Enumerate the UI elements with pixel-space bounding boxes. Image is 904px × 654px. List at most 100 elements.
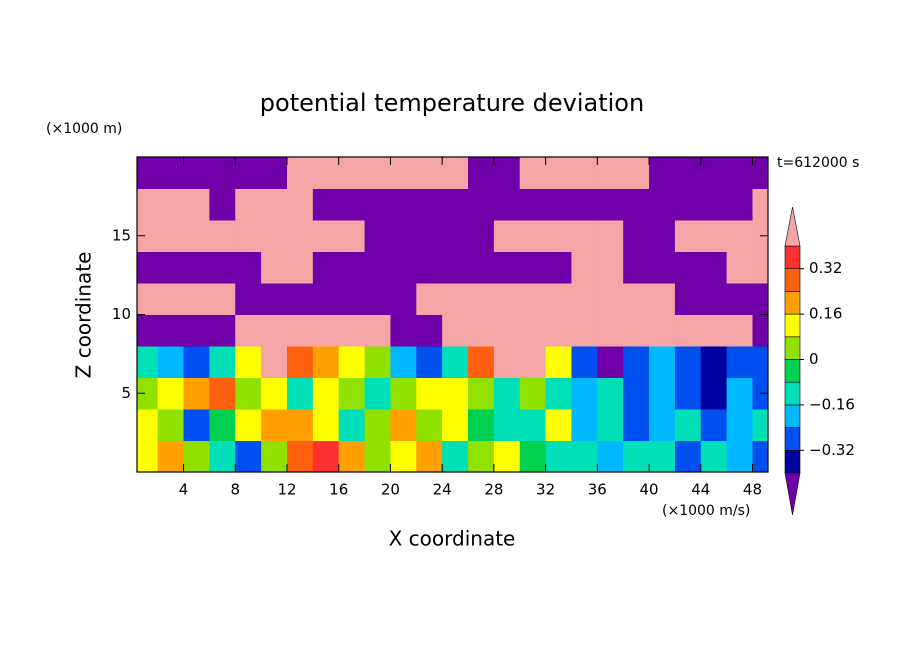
contour-cell: [183, 377, 210, 410]
contour-cell: [209, 377, 236, 410]
colorbar-label: 0.32: [809, 259, 842, 277]
contour-cell: [674, 377, 702, 410]
contour-cell: [209, 157, 236, 189]
contour-cell: [571, 377, 598, 410]
contour-cell: [312, 220, 340, 252]
contour-cell: [442, 346, 469, 378]
contour-cell: [493, 346, 521, 378]
contour-cell: [468, 251, 495, 284]
time-label: t=612000 s: [777, 155, 859, 171]
x-unit: (×1000 m/s): [662, 503, 750, 519]
contour-cell: [390, 157, 417, 189]
contour-cell: [545, 346, 572, 378]
colorbar-box: [784, 359, 801, 383]
contour-cell: [571, 346, 598, 378]
contour-cell: [674, 409, 702, 441]
contour-cell: [364, 314, 391, 347]
contour-cell: [571, 220, 598, 252]
contour-cell: [137, 283, 159, 315]
colorbar-extension: [784, 472, 801, 516]
contour-cell: [545, 314, 572, 347]
contour-cell: [235, 377, 262, 410]
contour-cell: [137, 220, 159, 252]
contour-cell: [157, 157, 185, 189]
contour-cell: [235, 409, 262, 441]
contour-cell: [623, 220, 650, 252]
colorbar-label: −0.32: [809, 441, 855, 459]
contour-cell: [468, 220, 495, 252]
contour-cell: [416, 440, 443, 472]
contour-cell: [286, 283, 314, 315]
contour-cell: [183, 157, 210, 189]
contour-cell: [338, 188, 366, 221]
contour-cell: [726, 314, 753, 347]
contour-cell: [312, 409, 340, 441]
contour-cell: [183, 409, 210, 441]
contour-cell: [416, 346, 443, 378]
contour-cell: [752, 188, 768, 221]
x-tick-label: 36: [588, 481, 607, 499]
contour-cell: [571, 157, 598, 189]
contour-cell: [390, 377, 417, 410]
contour-cell: [261, 188, 288, 221]
x-tick-label: 12: [277, 481, 296, 499]
contour-cell: [364, 440, 391, 472]
contour-cell: [137, 409, 159, 441]
x-tick-label: 8: [230, 481, 240, 499]
contour-cell: [493, 220, 521, 252]
contour-cell: [209, 314, 236, 347]
contour-cell: [286, 220, 314, 252]
contour-cell: [545, 440, 572, 472]
contour-cell: [261, 314, 288, 347]
contour-cell: [623, 409, 650, 441]
contour-cell: [597, 377, 624, 410]
contour-cell: [286, 377, 314, 410]
contour-cell: [442, 440, 469, 472]
contour-cell: [312, 377, 340, 410]
contour-cell: [468, 440, 495, 472]
contour-cell: [390, 440, 417, 472]
y-tick-label: 5: [121, 384, 131, 402]
contour-cell: [261, 251, 288, 284]
contour-field: [137, 157, 768, 472]
x-tick-label: 28: [484, 481, 503, 499]
contour-cell: [312, 251, 340, 284]
contour-cell: [183, 346, 210, 378]
contour-cell: [519, 377, 547, 410]
contour-cell: [157, 283, 185, 315]
contour-cell: [442, 157, 469, 189]
contour-cell: [726, 220, 753, 252]
contour-cell: [183, 251, 210, 284]
contour-cell: [571, 314, 598, 347]
contour-cell: [157, 188, 185, 221]
contour-cell: [623, 440, 650, 472]
contour-cell: [390, 188, 417, 221]
x-tick-label: 20: [381, 481, 400, 499]
contour-cell: [261, 440, 288, 472]
contour-cell: [545, 409, 572, 441]
x-tick-label: 44: [691, 481, 710, 499]
contour-cell: [137, 440, 159, 472]
contour-cell: [137, 377, 159, 410]
contour-cell: [286, 188, 314, 221]
contour-cell: [726, 157, 753, 189]
contour-cell: [209, 251, 236, 284]
contour-cell: [312, 283, 340, 315]
contour-cell: [597, 251, 624, 284]
contour-cell: [623, 346, 650, 378]
contour-cell: [364, 220, 391, 252]
colorbar-extension: [784, 206, 801, 247]
x-tick-label: 40: [639, 481, 658, 499]
contour-cell: [416, 377, 443, 410]
contour-cell: [623, 157, 650, 189]
contour-cell: [390, 283, 417, 315]
colorbar-box: [784, 427, 801, 451]
contour-cell: [752, 409, 768, 441]
contour-cell: [726, 409, 753, 441]
y-tick-label: 15: [112, 226, 131, 244]
contour-cell: [519, 409, 547, 441]
y-unit: (×1000 m): [46, 121, 122, 137]
contour-cell: [261, 220, 288, 252]
contour-cell: [286, 251, 314, 284]
